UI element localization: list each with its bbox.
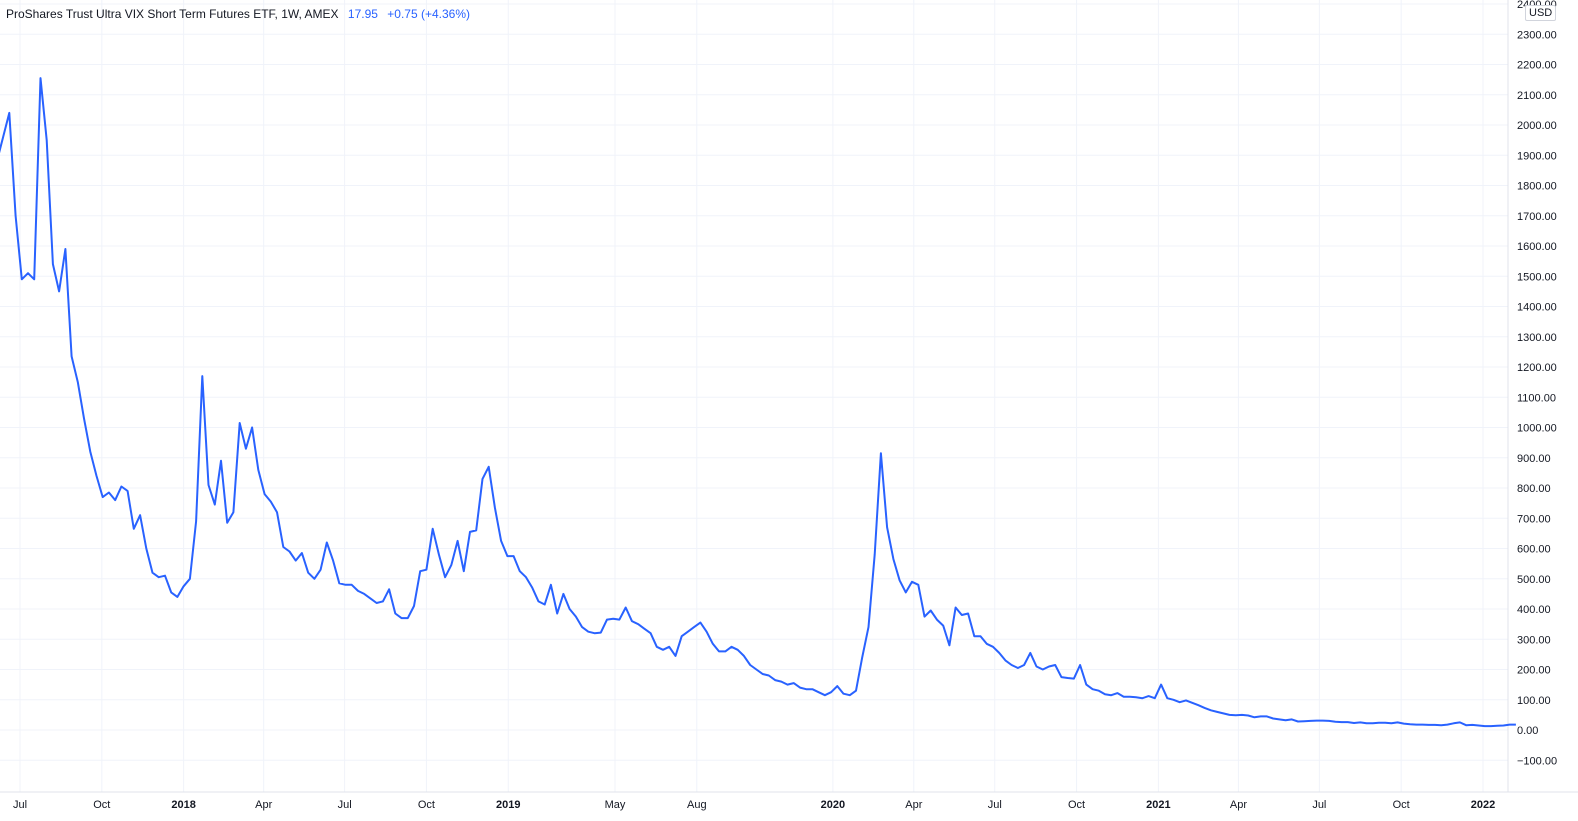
y-tick-label: 1100.00	[1517, 392, 1556, 404]
y-tick-label: 500.00	[1517, 574, 1551, 586]
x-tick-label: Oct	[418, 799, 435, 811]
y-tick-label: 300.00	[1517, 634, 1551, 646]
x-tick-label: Jul	[1312, 799, 1326, 811]
price-change: +0.75 (+4.36%)	[387, 7, 471, 21]
x-tick-label: May	[605, 799, 626, 811]
y-tick-label: 2200.00	[1517, 60, 1557, 72]
y-tick-label: 100.00	[1517, 695, 1551, 707]
y-axis-tick-labels: −100.00 0.00 100.00 200.00 300.00 400.00 500.0…	[1517, 0, 1557, 767]
x-tick-label: Oct	[1393, 799, 1410, 811]
symbol-name: ProShares Trust Ultra VIX Short Term Fut…	[6, 7, 339, 21]
x-axis-tick-labels: Jul Oct 2018 Apr Jul Oct 2019 May Aug 2020 Apr Jul O…	[13, 799, 1495, 811]
y-tick-label: 1800.00	[1517, 181, 1557, 193]
y-tick-label: 2100.00	[1517, 90, 1557, 102]
y-tick-label: 700.00	[1517, 513, 1551, 525]
x-tick-label: Jul	[338, 799, 352, 811]
last-price: 17.95	[347, 7, 378, 21]
x-tick-label: 2019	[496, 799, 520, 811]
x-tick-label: Jul	[988, 799, 1002, 811]
grid-lines	[0, 0, 1508, 792]
y-tick-label: 2000.00	[1517, 120, 1557, 132]
x-tick-label: Aug	[687, 799, 707, 811]
x-tick-label: Apr	[905, 799, 922, 811]
y-tick-label: 1600.00	[1517, 241, 1557, 253]
y-tick-label: 1000.00	[1517, 423, 1557, 435]
y-tick-label: 1300.00	[1517, 332, 1557, 344]
y-tick-label: 600.00	[1517, 544, 1551, 556]
series-layer	[0, 77, 1516, 728]
y-tick-label: 400.00	[1517, 604, 1551, 616]
y-tick-label: 2300.00	[1517, 29, 1557, 41]
x-tick-label: Oct	[1068, 799, 1085, 811]
x-tick-label: 2020	[821, 799, 845, 811]
x-tick-label: Jul	[13, 799, 27, 811]
y-tick-label: −100.00	[1517, 755, 1557, 767]
y-tick-label: 1500.00	[1517, 271, 1557, 283]
y-tick-label: 1400.00	[1517, 302, 1557, 314]
currency-label[interactable]: USD	[1525, 5, 1557, 21]
x-tick-label: Oct	[93, 799, 110, 811]
y-tick-label: 900.00	[1517, 453, 1551, 465]
y-tick-label: 1900.00	[1517, 150, 1557, 162]
x-tick-label: 2022	[1471, 799, 1495, 811]
y-tick-label: 1700.00	[1517, 211, 1557, 223]
chart-legend: ProShares Trust Ultra VIX Short Term Fut…	[6, 7, 470, 21]
x-tick-label: Apr	[255, 799, 272, 811]
x-tick-label: Apr	[1230, 799, 1247, 811]
x-tick-label: 2021	[1146, 799, 1170, 811]
axes	[0, 0, 1578, 793]
y-tick-label: 1200.00	[1517, 362, 1557, 374]
y-tick-label: 200.00	[1517, 665, 1551, 677]
y-tick-label: 800.00	[1517, 483, 1551, 495]
price-series-line	[0, 77, 1516, 728]
y-tick-label: 0.00	[1517, 725, 1538, 737]
x-tick-label: 2018	[171, 799, 195, 811]
